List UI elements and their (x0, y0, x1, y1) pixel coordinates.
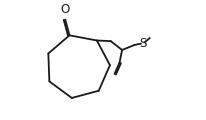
Text: S: S (139, 37, 147, 50)
Text: O: O (61, 3, 70, 16)
